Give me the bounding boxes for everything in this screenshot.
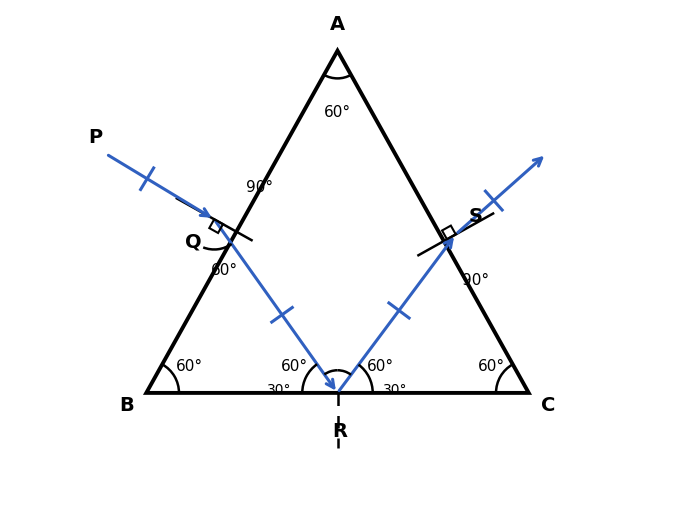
Text: 30°: 30° xyxy=(267,382,292,396)
Text: S: S xyxy=(468,207,483,226)
Text: 60°: 60° xyxy=(324,105,351,119)
Text: 60°: 60° xyxy=(281,358,308,373)
Text: 90°: 90° xyxy=(462,273,489,288)
Text: Q: Q xyxy=(185,232,202,251)
Text: B: B xyxy=(119,395,134,415)
Text: P: P xyxy=(88,128,102,147)
Text: 60°: 60° xyxy=(211,263,238,278)
Text: 60°: 60° xyxy=(176,358,202,373)
Text: 30°: 30° xyxy=(383,382,408,396)
Text: C: C xyxy=(541,395,556,415)
Text: 60°: 60° xyxy=(367,358,394,373)
Text: A: A xyxy=(330,15,345,34)
Text: R: R xyxy=(333,421,348,440)
Text: 90°: 90° xyxy=(246,180,273,195)
Text: 60°: 60° xyxy=(477,358,504,373)
